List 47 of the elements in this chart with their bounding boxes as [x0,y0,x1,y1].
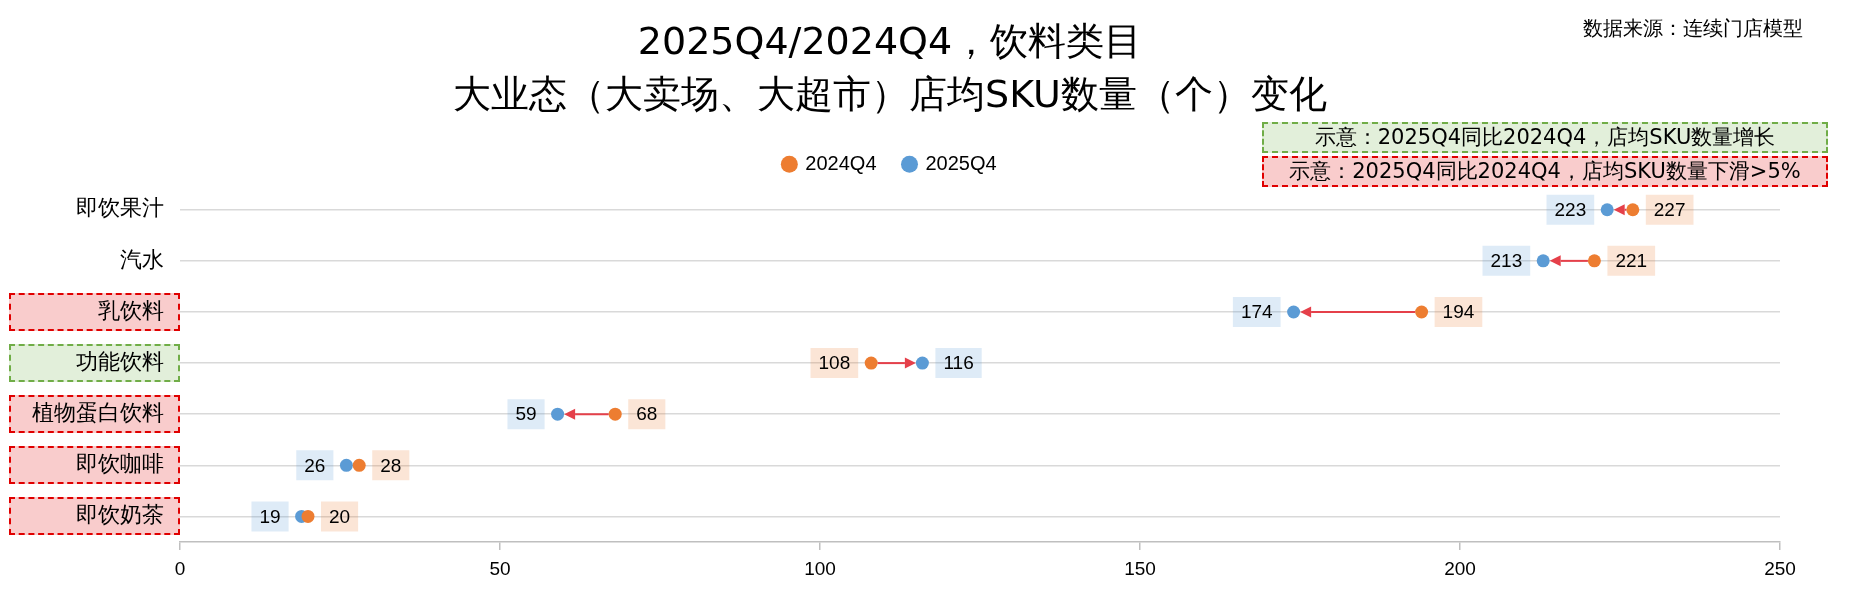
y-tick-label: 即饮奶茶 [76,502,164,528]
source-note: 数据来源：连续门店模型 [1583,15,1803,42]
point [1415,305,1429,319]
text: 示意：2025Q4同比2024Q4，店均SKU数量增长 [1262,122,1828,153]
point [352,458,366,472]
data-label: 28 [380,454,402,476]
y-tick-label: 植物蛋白饮料 [32,399,164,425]
data-label: 19 [259,505,281,527]
x-tick-label: 0 [174,557,186,579]
point [1536,254,1550,268]
data-label: 213 [1490,250,1523,272]
x-tick-label: 250 [1764,557,1796,579]
legend-label: 2025Q4 [925,151,997,174]
text: 示意：2025Q4同比2024Q4，店均SKU数量下滑>5% [1262,156,1828,187]
y-tick-label: 功能饮料 [76,348,164,374]
point [1600,203,1614,217]
chart-subtitle: 大业态（大卖场、大超市）店均SKU数量（个）变化 [453,72,1327,117]
data-label: 108 [818,352,851,374]
y-tick-label: 乳饮料 [98,297,164,323]
point [1287,305,1301,319]
x-tick-label: 100 [804,557,836,579]
point [1626,203,1640,217]
chart-title: 2025Q4/2024Q4，饮料类目 [637,18,1143,63]
data-label: 174 [1240,301,1274,323]
data-label: 68 [636,403,658,425]
data-label: 26 [304,454,326,476]
y-tick-label: 汽水 [120,246,164,272]
x-tick-label: 50 [489,557,511,579]
point [864,356,878,370]
data-label: 223 [1554,198,1587,220]
data-label: 194 [1442,301,1475,323]
point [915,356,929,370]
point [339,458,353,472]
y-tick-label: 即饮果汁 [76,195,164,221]
x-tick-label: 150 [1124,557,1156,579]
data-label: 221 [1615,250,1648,272]
data-label: 227 [1653,198,1686,220]
y-tick-label: 即饮咖啡 [76,451,164,477]
data-label: 59 [515,403,537,425]
data-label: 116 [943,352,974,374]
legend-label: 2024Q4 [805,151,877,174]
point [1587,254,1601,268]
x-tick-label: 200 [1444,557,1476,579]
data-label: 20 [329,505,351,527]
point [551,407,565,421]
point [301,509,315,523]
point [608,407,622,421]
